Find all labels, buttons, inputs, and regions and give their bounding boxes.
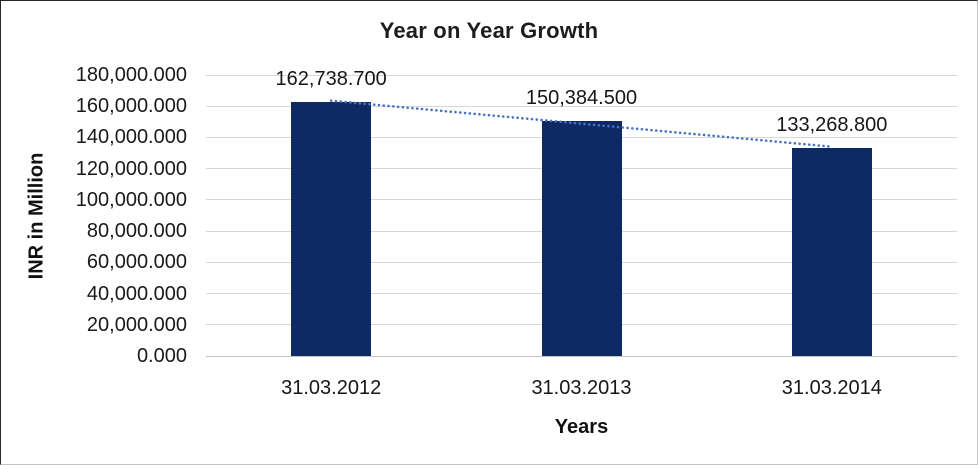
y-tick-label: 180,000.000 bbox=[75, 64, 187, 86]
y-tick-label: 40,000.000 bbox=[86, 282, 187, 305]
x-axis-line bbox=[206, 355, 957, 357]
chart-title: Year on Year Growth bbox=[379, 18, 599, 43]
y-tick-label: 140,000.000 bbox=[75, 126, 187, 149]
x-category-label: 31.03.2014 bbox=[781, 377, 882, 399]
y-tick-label: 20,000.000 bbox=[86, 313, 187, 336]
y-tick-label: 120,000.000 bbox=[75, 157, 187, 180]
y-tick-label: 60,000.000 bbox=[86, 251, 187, 274]
y-tick-label: 100,000.000 bbox=[75, 188, 187, 211]
y-tick-label: 80,000.000 bbox=[86, 220, 187, 243]
y-tick-label: 0.000 bbox=[136, 345, 187, 367]
x-category-label: 31.03.2013 bbox=[531, 377, 632, 399]
bar-value-label: 162,738.700 bbox=[275, 67, 387, 90]
bar-value-label: 150,384.500 bbox=[525, 87, 638, 110]
plot-area: 162,738.700 150,384.500 133,268.800 bbox=[206, 68, 957, 357]
x-axis-title: Years bbox=[554, 416, 609, 438]
y-tick-label: 160,000.000 bbox=[75, 95, 187, 118]
bar bbox=[541, 121, 622, 356]
bar-value-label: 133,268.800 bbox=[776, 113, 888, 136]
bar bbox=[791, 147, 872, 356]
x-category-label: 31.03.2012 bbox=[281, 377, 382, 399]
bar bbox=[291, 101, 372, 356]
gridline bbox=[206, 74, 957, 76]
